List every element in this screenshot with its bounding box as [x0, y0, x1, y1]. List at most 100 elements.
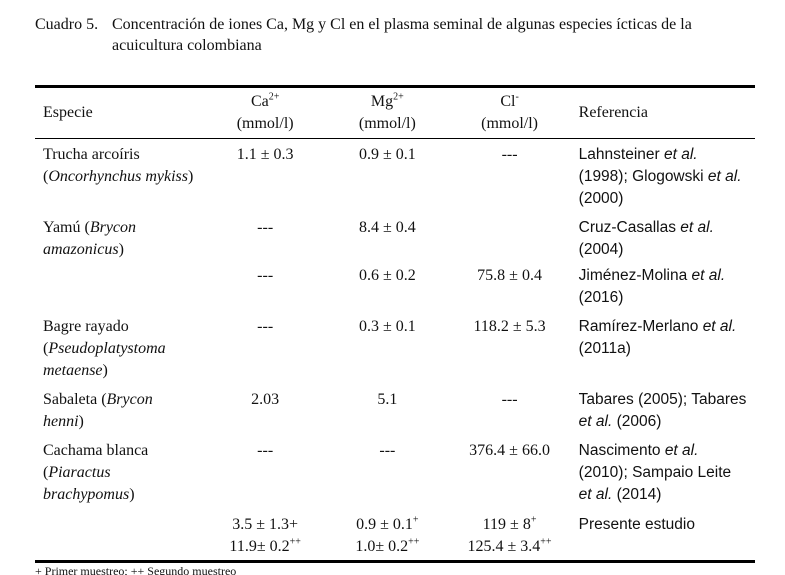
- text: 3.5 ± 1.3+: [232, 516, 299, 533]
- cl-cell: 376.4 ± 66.0: [448, 435, 570, 508]
- superscript: ++: [289, 536, 301, 548]
- mg-cell: ---: [326, 435, 448, 508]
- italic-text: et al.: [702, 318, 737, 335]
- text: Trucha arcoíris (: [43, 146, 140, 185]
- table-row: --- 0.6 ± 0.2 75.8 ± 0.4 Jiménez-Molina et …: [35, 263, 755, 311]
- text: 2.03: [251, 391, 280, 408]
- italic-text: et al.: [578, 486, 613, 503]
- species-cell: [35, 508, 204, 562]
- mg-cell: 5.1: [326, 384, 448, 435]
- table-row: 3.5 ± 1.3+ 11.9± 0.2++ 0.9 ± 0.1+ 1.0± 0.2+…: [35, 508, 755, 562]
- text: 5.1: [377, 391, 398, 408]
- cell-line: 8.4 ± 0.4: [334, 217, 440, 239]
- text: (2011a): [578, 340, 631, 357]
- text: 0.9 ± 0.1: [358, 146, 416, 163]
- cell-line: 1.0± 0.2++: [334, 536, 440, 558]
- cell-line: ---: [212, 265, 318, 287]
- species-cell: Cachama blanca (Piaractus brachypomus): [35, 435, 204, 508]
- superscript: 2+: [268, 91, 280, 103]
- mg-cell: 8.4 ± 0.4: [326, 212, 448, 263]
- italic-text: et al.: [664, 442, 699, 459]
- cell-line: 119 ± 8+: [456, 514, 562, 536]
- cell-line: 0.9 ± 0.1: [334, 144, 440, 166]
- footnote: + Primer muestreo; ++ Segundo muestreo: [35, 564, 237, 575]
- ca-cell: ---: [204, 212, 326, 263]
- text: 8.4 ± 0.4: [358, 219, 416, 236]
- cell-line: 2.03: [212, 389, 318, 411]
- data-table: Especie Ca2+ (mmol/l) Mg2+ (mmol/l) Cl- (mmol/…: [35, 85, 755, 563]
- cell-line: ---: [212, 217, 318, 239]
- text: 376.4 ± 66.0: [469, 442, 550, 459]
- table-row: Yamú (Brycon amazonicus) --- 8.4 ± 0.4 Cruz…: [35, 212, 755, 263]
- table-row: Bagre rayado (Pseudoplatystoma metaense)…: [35, 311, 755, 384]
- header-cl: Cl- (mmol/l): [448, 87, 570, 139]
- superscript: ++: [408, 536, 420, 548]
- reference-cell: Jiménez-Molina et al. (2016): [571, 263, 755, 311]
- caption: Cuadro 5. Concentración de iones Ca, Mg …: [35, 14, 760, 56]
- cell-line: Ca2+: [212, 91, 318, 113]
- cell-line: 3.5 ± 1.3+: [212, 514, 318, 536]
- text: ---: [501, 391, 518, 408]
- text: (2016): [578, 289, 624, 306]
- text: Ramírez-Merlano: [578, 318, 703, 335]
- header-especie: Especie: [35, 87, 204, 139]
- text: (2006): [612, 413, 662, 430]
- mg-cell: 0.3 ± 0.1: [326, 311, 448, 384]
- text: Nascimento: [578, 442, 665, 459]
- cl-cell: 75.8 ± 0.4: [448, 263, 570, 311]
- cell-line: (mmol/l): [456, 113, 562, 135]
- ca-cell: ---: [204, 435, 326, 508]
- text: 0.9 ± 0.1: [356, 516, 413, 533]
- ca-cell: 1.1 ± 0.3: [204, 139, 326, 213]
- text: (mmol/l): [236, 115, 294, 132]
- superscript: +: [412, 514, 419, 526]
- italic-text: et al.: [578, 413, 613, 430]
- text: (2000): [578, 190, 624, 207]
- header-ref: Referencia: [571, 87, 755, 139]
- cell-line: 0.3 ± 0.1: [334, 316, 440, 338]
- cell-line: ---: [456, 389, 562, 411]
- cell-line: 11.9± 0.2++: [212, 536, 318, 558]
- text: ): [102, 362, 108, 379]
- cell-line: Mg2+: [334, 91, 440, 113]
- ca-cell: ---: [204, 263, 326, 311]
- caption-label: Cuadro 5.: [35, 16, 99, 33]
- cell-line: 118.2 ± 5.3: [456, 316, 562, 338]
- text: Sabaleta (: [43, 391, 107, 408]
- ca-cell: 3.5 ± 1.3+ 11.9± 0.2++: [204, 508, 326, 562]
- text: 75.8 ± 0.4: [477, 267, 542, 284]
- italic-text: Oncorhynchus mykiss: [48, 168, 189, 185]
- cell-line: 5.1: [334, 389, 440, 411]
- reference-cell: Nascimento et al. (2010); Sampaio Leite …: [571, 435, 755, 508]
- italic-text: et al.: [691, 267, 726, 284]
- cell-line: 0.6 ± 0.2: [334, 265, 440, 287]
- table-body: Trucha arcoíris (Oncorhynchus mykiss) 1.1…: [35, 139, 755, 562]
- cell-line: (mmol/l): [334, 113, 440, 135]
- text: 125.4 ± 3.4: [467, 538, 541, 555]
- superscript: -: [515, 91, 519, 103]
- italic-text: et al.: [680, 219, 714, 236]
- text: 1.0± 0.2: [355, 538, 409, 555]
- table-row: Trucha arcoíris (Oncorhynchus mykiss) 1.1…: [35, 139, 755, 213]
- text: (2004): [578, 241, 624, 258]
- cell-line: ---: [456, 144, 562, 166]
- caption-text: Concentración de iones Ca, Mg y Cl en el…: [112, 16, 692, 54]
- text: 119 ± 8: [482, 516, 531, 533]
- italic-text: Pseudoplatystoma metaense: [43, 340, 166, 379]
- reference-cell: Tabares (2005); Tabares et al. (2006): [571, 384, 755, 435]
- text: Bagre rayado (: [43, 318, 129, 357]
- table-row: Sabaleta (Brycon henni) 2.03 5.1 --- Tabares…: [35, 384, 755, 435]
- text: Yamú (: [43, 219, 90, 236]
- text: 11.9± 0.2: [229, 538, 290, 555]
- species-cell: Trucha arcoíris (Oncorhynchus mykiss): [35, 139, 204, 213]
- cell-line: ---: [334, 440, 440, 462]
- mg-cell: 0.6 ± 0.2: [326, 263, 448, 311]
- reference-cell: Presente estudio: [571, 508, 755, 562]
- cell-line: Cl-: [456, 91, 562, 113]
- ca-cell: ---: [204, 311, 326, 384]
- italic-text: Brycon amazonicus: [43, 219, 137, 258]
- cl-cell: 118.2 ± 5.3: [448, 311, 570, 384]
- text: Tabares (2005); Tabares: [578, 391, 747, 408]
- cell-line: 125.4 ± 3.4++: [456, 536, 562, 558]
- text: Jiménez-Molina: [578, 267, 692, 284]
